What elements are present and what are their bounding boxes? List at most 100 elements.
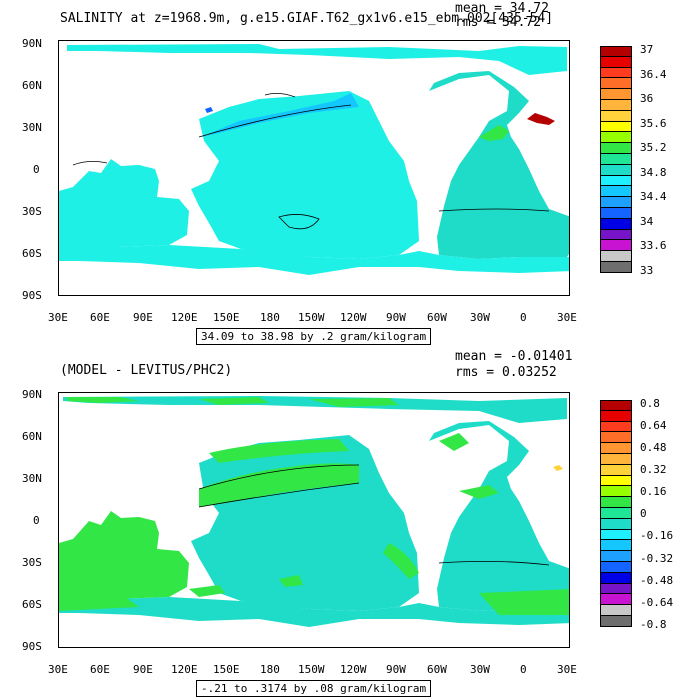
bottom-colorbar-swatch <box>600 421 632 433</box>
bottom-lon-tick: 150E <box>213 663 240 676</box>
bottom-lon-tick: 60E <box>90 663 110 676</box>
top-lon-tick: 150W <box>298 311 325 324</box>
top-lon-tick: 120W <box>340 311 367 324</box>
bottom-lon-tick: 30E <box>557 663 577 676</box>
bottom-range-label: -.21 to .3174 by .08 gram/kilogram <box>196 680 432 697</box>
top-lon-tick: 120E <box>171 311 198 324</box>
top-colorbar-swatch <box>600 218 632 230</box>
top-colorbar-label: 33 <box>640 263 654 277</box>
bottom-colorbar-label: -0.48 <box>640 573 674 587</box>
bottom-lat-tick: 30N <box>22 472 42 485</box>
bottom-colorbar-swatch <box>600 594 632 606</box>
top-lat-tick: 60N <box>22 79 42 92</box>
top-colorbar-swatch <box>600 175 632 187</box>
bottom-colorbar-swatch <box>600 432 632 444</box>
bottom-colorbar-swatch <box>600 486 632 498</box>
top-lon-tick: 180 <box>260 311 280 324</box>
top-colorbar-swatch <box>600 186 632 198</box>
bottom-colorbar-swatch <box>600 443 632 454</box>
top-colorbar-swatch <box>600 100 632 111</box>
top-colorbar-swatch <box>600 251 632 262</box>
top-lon-tick: 60E <box>90 311 110 324</box>
top-lon-tick: 150E <box>213 311 240 324</box>
top-lat-tick: 30N <box>22 121 42 134</box>
bottom-lat-tick: 60N <box>22 430 42 443</box>
bottom-lat-tick: 60S <box>22 598 42 611</box>
top-colorbar-swatch <box>600 67 632 79</box>
bottom-colorbar-swatch <box>600 529 632 541</box>
top-lon-tick: 30E <box>48 311 68 324</box>
bottom-lon-tick: 90E <box>133 663 153 676</box>
top-colorbar-label: 36 <box>640 92 654 106</box>
top-lat-tick: 90S <box>22 289 42 302</box>
bottom-lon-tick: 60W <box>427 663 447 676</box>
bottom-lat-tick: 90S <box>22 640 42 653</box>
bottom-colorbar-label: -0.64 <box>640 595 674 609</box>
top-colorbar-label: 36.4 <box>640 67 667 81</box>
bottom-lon-tick: 30W <box>470 663 490 676</box>
top-colorbar-label: 35.2 <box>640 141 667 155</box>
bottom-lon-tick: 180 <box>260 663 280 676</box>
top-colorbar-swatch <box>600 56 632 68</box>
bottom-lon-tick: 90W <box>386 663 406 676</box>
bottom-map-canvas <box>59 393 569 647</box>
top-colorbar-swatch <box>600 197 632 208</box>
top-colorbar-swatch <box>600 229 632 241</box>
top-lat-tick: 60S <box>22 247 42 260</box>
bottom-lat-tick: 90N <box>22 388 42 401</box>
bottom-colorbar: 0.8 0.64 0.48 0.32 0.16 0 -0.16 -0.32 -0.48 -0.64… <box>600 398 680 640</box>
bottom-colorbar-label: -0.8 <box>640 617 667 631</box>
bottom-colorbar-swatch <box>600 454 632 465</box>
bottom-colorbar-label: -0.32 <box>640 551 674 565</box>
top-colorbar-swatch <box>600 78 632 90</box>
bottom-colorbar-swatch <box>600 410 632 422</box>
bottom-lon-tick: 150W <box>298 663 325 676</box>
bottom-colorbar-swatch <box>600 475 632 487</box>
bottom-lon-tick: 120E <box>171 663 198 676</box>
top-colorbar-swatch <box>600 89 632 100</box>
bottom-map <box>58 392 570 648</box>
top-colorbar-label: 34.8 <box>640 165 667 179</box>
bottom-colorbar-swatch <box>600 540 632 552</box>
top-colorbar-label: 34 <box>640 214 654 228</box>
bottom-colorbar-label: 0.48 <box>640 441 667 455</box>
bottom-colorbar-swatch <box>600 400 632 411</box>
top-lat-tick: 0 <box>33 163 40 176</box>
bottom-colorbar-swatch <box>600 518 632 530</box>
top-colorbar-label: 34.4 <box>640 190 667 204</box>
bottom-colorbar-swatch <box>600 508 632 519</box>
bottom-colorbar-swatch <box>600 551 632 562</box>
bottom-colorbar-swatch <box>600 562 632 573</box>
bottom-colorbar-label: 0.32 <box>640 463 667 477</box>
top-colorbar-swatch <box>600 121 632 133</box>
bottom-colorbar-swatch <box>600 464 632 476</box>
top-colorbar-swatch <box>600 164 632 176</box>
top-lon-tick: 0 <box>520 311 527 324</box>
top-colorbar-swatch <box>600 110 632 122</box>
top-lon-tick: 90W <box>386 311 406 324</box>
bottom-colorbar-swatch <box>600 605 632 616</box>
bottom-colorbar-swatch <box>600 572 632 584</box>
bottom-lon-tick: 120W <box>340 663 367 676</box>
top-colorbar-swatch <box>600 154 632 165</box>
top-colorbar-swatch <box>600 262 632 273</box>
top-lat-tick: 90N <box>22 37 42 50</box>
top-colorbar-label: 37 <box>640 43 654 56</box>
bottom-colorbar-label: 0.16 <box>640 485 667 499</box>
bottom-colorbar-label: 0 <box>640 507 647 521</box>
bottom-lat-tick: 0 <box>33 514 40 527</box>
bottom-mean: mean = -0.01401 <box>455 349 573 364</box>
top-lon-tick: 60W <box>427 311 447 324</box>
bottom-colorbar-label: -0.16 <box>640 529 674 543</box>
top-colorbar-swatch <box>600 143 632 154</box>
top-range-label: 34.09 to 38.98 by .2 gram/kilogram <box>196 328 432 345</box>
top-mean: mean = 34.72 <box>455 1 549 16</box>
bottom-colorbar-swatch <box>600 497 632 508</box>
bottom-lon-tick: 0 <box>520 663 527 676</box>
bottom-rms: rms = 0.03252 <box>455 365 557 380</box>
bottom-colorbar-swatch <box>600 616 632 627</box>
top-colorbar: 37 36.4 36 35.6 35.2 34.8 34.4 34 33.6 33 <box>600 43 680 286</box>
bottom-lon-tick: 30E <box>48 663 68 676</box>
top-title: SALINITY at z=1968.9m, g.e15.GIAF.T62_gx… <box>60 11 554 26</box>
top-colorbar-swatch <box>600 46 632 57</box>
